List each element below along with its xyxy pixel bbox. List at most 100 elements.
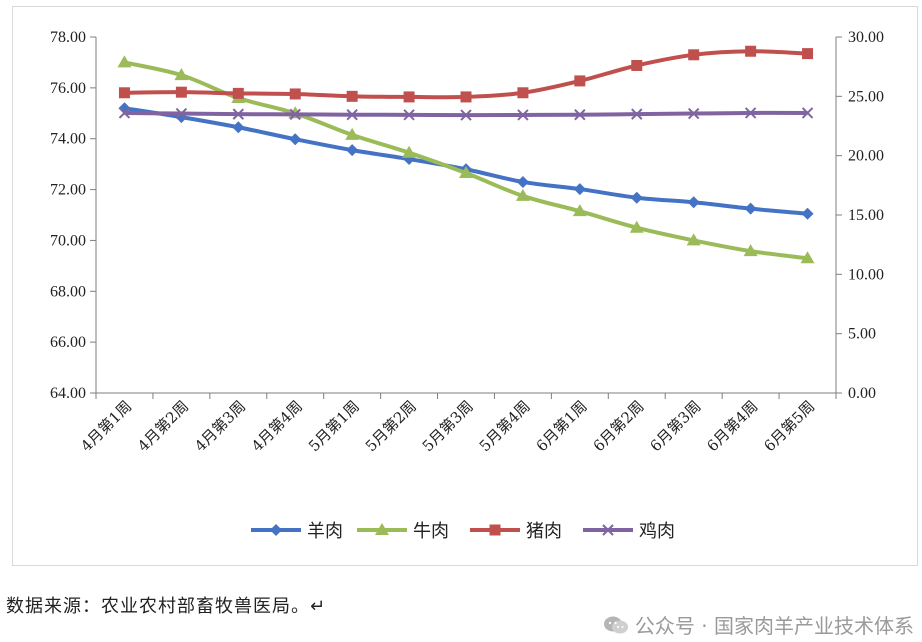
- legend-label: 羊肉: [307, 521, 343, 542]
- data-point: [802, 48, 814, 60]
- series-鸡肉: [118, 107, 814, 121]
- x-category-label: 6月第4周: [703, 397, 761, 455]
- data-point: [800, 251, 815, 264]
- data-point-stroke: [289, 108, 301, 121]
- data-point: [630, 191, 643, 204]
- data-point: [375, 523, 389, 535]
- x-category-label: 4月第2周: [134, 397, 192, 455]
- data-point: [744, 202, 757, 215]
- data-point-stroke: [517, 109, 529, 121]
- data-point: [489, 524, 501, 536]
- data-point: [289, 88, 301, 100]
- data-point: [602, 524, 614, 536]
- x-category-label: 4月第3周: [191, 397, 249, 455]
- x-category-label: 5月第2周: [362, 397, 420, 455]
- x-category-label: 5月第3周: [419, 397, 477, 455]
- data-point: [232, 108, 245, 120]
- legend-label: 牛肉: [413, 521, 449, 542]
- legend-item: 羊肉: [251, 521, 343, 542]
- data-point: [688, 49, 700, 61]
- x-category-label: 6月第5周: [760, 397, 818, 455]
- data-point: [403, 91, 415, 103]
- y-left-tick-label: 66.00: [50, 334, 86, 351]
- series-羊肉: [118, 102, 814, 220]
- data-point: [232, 87, 244, 99]
- y-right-tick-label: 25.00: [848, 88, 884, 105]
- series-猪肉: [118, 45, 814, 103]
- y-right-tick-label: 5.00: [848, 326, 876, 343]
- data-point: [174, 68, 189, 81]
- data-point-stroke: [346, 109, 358, 121]
- data-point: [402, 145, 417, 158]
- data-point: [460, 91, 472, 103]
- data-point: [118, 87, 130, 99]
- data-point-stroke: [232, 108, 245, 120]
- watermark: 公众号 · 国家肉羊产业技术体系: [603, 610, 914, 639]
- x-category-label: 6月第3周: [646, 397, 704, 455]
- data-point-stroke: [403, 109, 415, 121]
- series-line: [124, 106, 808, 216]
- data-point-stroke: [687, 107, 700, 120]
- y-left-tick-label: 74.00: [50, 131, 86, 148]
- y-right-tick-label: 30.00: [848, 29, 884, 46]
- legend-item: 猪肉: [470, 521, 562, 542]
- data-point: [745, 45, 757, 57]
- data-point: [631, 59, 643, 71]
- y-right-tick-label: 10.00: [848, 266, 884, 283]
- x-category-label: 5月第4周: [476, 397, 534, 455]
- y-right-tick-label: 20.00: [848, 148, 884, 165]
- data-point: [117, 55, 132, 68]
- data-point: [574, 109, 586, 121]
- data-point: [629, 220, 644, 233]
- x-category-label: 6月第1周: [533, 397, 591, 455]
- data-point: [687, 196, 700, 209]
- data-point: [743, 244, 758, 257]
- legend-label: 猪肉: [526, 521, 562, 542]
- data-point: [516, 175, 529, 188]
- data-point-stroke: [602, 524, 614, 536]
- data-point: [460, 109, 472, 121]
- data-point: [118, 107, 131, 119]
- data-point: [801, 107, 814, 119]
- legend-item: 牛肉: [357, 521, 449, 542]
- data-point: [687, 107, 700, 120]
- data-point: [459, 166, 473, 179]
- data-point-stroke: [118, 107, 131, 119]
- series-牛肉: [117, 55, 815, 264]
- wechat-icon: [603, 616, 628, 633]
- data-point-stroke: [801, 107, 814, 119]
- data-point: [572, 204, 587, 217]
- data-point: [573, 183, 586, 196]
- source-note: 数据来源：农业农村部畜牧兽医局。↵: [6, 596, 327, 617]
- data-point: [686, 233, 701, 246]
- y-left-tick-label: 64.00: [50, 385, 86, 402]
- line-chart: 64.00 66.00 68.00 70.00 72.00 74.00 76.00 78.00…: [50, 29, 884, 542]
- data-point: [346, 144, 359, 157]
- data-point-stroke: [631, 108, 643, 120]
- y-left-tick-label: 76.00: [50, 80, 86, 97]
- data-point: [744, 107, 757, 119]
- data-point: [346, 109, 358, 121]
- x-category-label: 6月第2周: [590, 397, 648, 455]
- data-point-stroke: [175, 107, 188, 120]
- x-category-label: 4月第1周: [77, 397, 135, 455]
- x-category-label: 4月第4周: [248, 397, 306, 455]
- y-left-tick-label: 68.00: [50, 283, 86, 300]
- data-point: [345, 127, 360, 140]
- data-point: [175, 107, 188, 120]
- data-point: [631, 108, 643, 120]
- y-left-tick-label: 72.00: [50, 182, 86, 199]
- y-right-tick-label: 15.00: [848, 207, 884, 224]
- legend-item: 鸡肉: [583, 521, 675, 542]
- y-left-tick-label: 70.00: [50, 232, 86, 249]
- data-point: [517, 87, 529, 99]
- data-point: [289, 108, 301, 121]
- data-point: [574, 75, 586, 87]
- data-point: [346, 90, 358, 102]
- data-point-stroke: [574, 109, 586, 121]
- data-point: [517, 109, 529, 121]
- data-point: [289, 133, 302, 146]
- data-point: [175, 86, 187, 98]
- y-left-tick-label: 78.00: [50, 29, 86, 46]
- chart-frame: [12, 6, 918, 566]
